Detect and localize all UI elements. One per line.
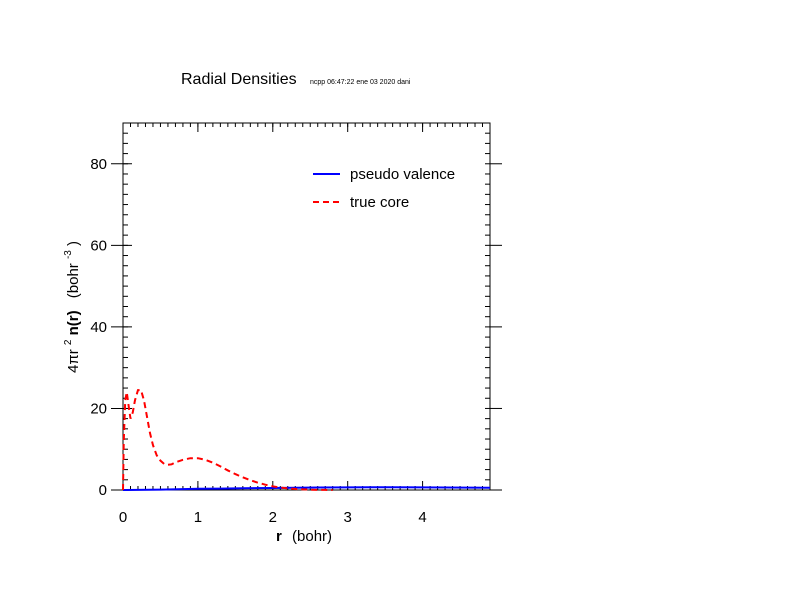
x-tick-label: 4 (418, 509, 426, 526)
y-axis-label-close: ) (65, 241, 82, 246)
y-axis-label-exp1: 2 (63, 339, 74, 345)
x-axis-label-var: r (276, 528, 282, 545)
series-line-pseudo-valence (122, 486, 491, 491)
x-tick-label: 3 (344, 509, 352, 526)
x-tick-label: 0 (119, 509, 127, 526)
chart-subtitle: ncpp 06:47:22 ene 03 2020 dani (310, 79, 411, 86)
series-line-true-core (122, 389, 333, 491)
y-tick-label: 20 (90, 400, 107, 417)
y-axis-ticks: 0 20 40 60 80 (90, 156, 502, 499)
series-layer (122, 389, 491, 491)
y-tick-label: 80 (90, 156, 107, 173)
y-axis-label-unit: (bohr (65, 263, 82, 298)
y-axis-label-density: n(r) (65, 310, 82, 335)
x-axis-label: r (bohr) (276, 528, 332, 545)
x-axis-label-unit: (bohr) (292, 528, 332, 545)
y-tick-label: 60 (90, 237, 107, 254)
x-tick-label: 1 (194, 509, 202, 526)
y-axis-label-exp2: -3 (63, 250, 74, 259)
x-tick-label: 2 (269, 509, 277, 526)
legend-label: pseudo valence (350, 166, 455, 183)
y-tick-label: 40 (90, 319, 107, 336)
x-axis-ticks: 0 1 2 3 4 (119, 123, 502, 526)
chart-title: Radial Densities (181, 71, 297, 88)
legend-label: true core (350, 194, 409, 211)
y-axis-label-prefix: 4πr (65, 349, 82, 373)
legend: pseudo valence true core (313, 166, 455, 211)
y-tick-label: 0 (99, 482, 107, 499)
y-axis-label: 4πr 2 n(r) (bohr -3 ) (58, 241, 82, 373)
